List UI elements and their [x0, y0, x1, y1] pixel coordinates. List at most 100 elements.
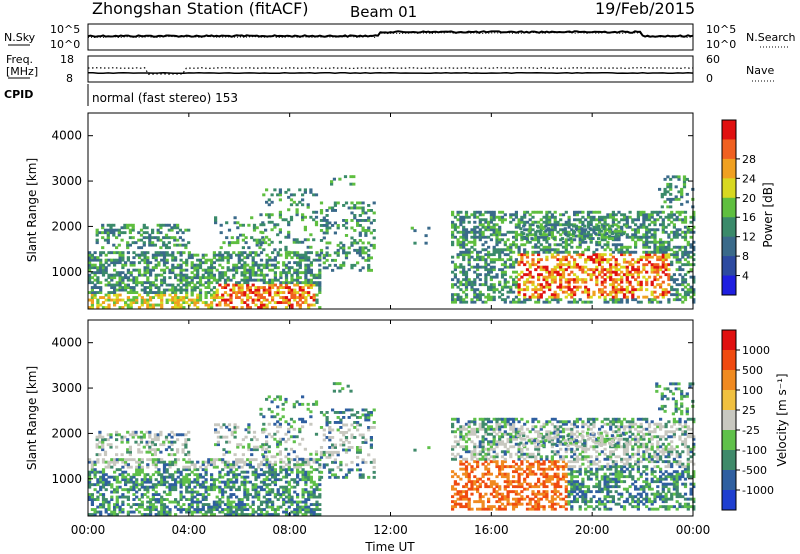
- heatmap-cell: [229, 470, 233, 474]
- heatmap-cell: [171, 283, 175, 287]
- heatmap-cell: [235, 266, 239, 270]
- heatmap-cell: [96, 490, 100, 494]
- heatmap-cell: [325, 411, 329, 414]
- heatmap-cell: [598, 273, 602, 277]
- heatmap-cell: [683, 215, 688, 219]
- heatmap-cell: [548, 285, 552, 289]
- heatmap-cell: [196, 483, 200, 487]
- heatmap-cell: [331, 209, 335, 212]
- heatmap-cell: [307, 293, 311, 297]
- heatmap-cell: [126, 473, 130, 477]
- heatmap-cell: [109, 445, 113, 449]
- heatmap-cell: [196, 266, 200, 270]
- heatmap-cell: [318, 458, 322, 462]
- heatmap-cell: [232, 463, 236, 467]
- heatmap-cell: [258, 246, 262, 250]
- heatmap-cell: [99, 296, 103, 299]
- heatmap-cell: [611, 288, 615, 292]
- heatmap-cell: [584, 240, 588, 244]
- heatmap-cell: [581, 278, 585, 282]
- heatmap-cell: [218, 303, 222, 307]
- heatmap-cell: [134, 241, 138, 245]
- heatmap-cell: [165, 475, 169, 479]
- heatmap-cell: [149, 508, 153, 511]
- heatmap-cell: [656, 218, 660, 222]
- heatmap-cell: [276, 508, 280, 511]
- heatmap-cell: [176, 306, 180, 309]
- heatmap-cell: [251, 266, 255, 270]
- heatmap-cell: [625, 215, 629, 219]
- heatmap-cell: [620, 250, 624, 254]
- heatmap-cell: [143, 475, 147, 479]
- heatmap-cell: [156, 438, 160, 442]
- heatmap-cell: [564, 220, 568, 224]
- heatmap-cell: [107, 291, 111, 294]
- heatmap-cell: [284, 301, 289, 304]
- heatmap-cell: [661, 290, 665, 294]
- heatmap-cell: [622, 260, 627, 264]
- heatmap-cell: [187, 458, 191, 462]
- heatmap-cell: [196, 468, 200, 472]
- heatmap-cell: [319, 239, 324, 242]
- heatmap-cell: [289, 198, 294, 202]
- heatmap-cell: [318, 495, 322, 499]
- heatmap-cell: [548, 245, 552, 249]
- heatmap-cell: [295, 203, 299, 207]
- heatmap-cell: [135, 503, 139, 506]
- heatmap-cell: [487, 293, 491, 297]
- heatmap-cell: [622, 273, 627, 277]
- heatmap-cell: [537, 295, 541, 299]
- heatmap-cell: [115, 433, 119, 437]
- heatmap-cell: [176, 500, 180, 504]
- heatmap-cell: [126, 458, 130, 462]
- heatmap-cell: [503, 218, 507, 222]
- heatmap-cell: [184, 453, 188, 457]
- heatmap-cell: [484, 265, 488, 269]
- heatmap-cell: [259, 223, 263, 227]
- heatmap-cell: [115, 513, 119, 516]
- heatmap-cell: [276, 430, 280, 434]
- heatmap-cell: [636, 295, 640, 299]
- heatmap-cell: [278, 395, 282, 399]
- heatmap-cell: [267, 407, 271, 411]
- heatmap-cell: [333, 201, 337, 205]
- heatmap-cell: [151, 440, 155, 444]
- heatmap-cell: [459, 425, 463, 429]
- heatmap-cell: [489, 298, 493, 302]
- heatmap-cell: [347, 416, 351, 419]
- heatmap-cell: [522, 224, 526, 228]
- heatmap-cell: [350, 413, 354, 417]
- heatmap-cell: [113, 298, 117, 302]
- heatmap-cell: [201, 485, 205, 489]
- heatmap-cell: [545, 210, 549, 214]
- heatmap-cell: [525, 240, 530, 244]
- heatmap-cell: [473, 258, 477, 262]
- heatmap-cell: [322, 428, 326, 432]
- heatmap-cell: [296, 263, 300, 267]
- heatmap-cell: [246, 283, 250, 287]
- heatmap-cell: [304, 273, 308, 277]
- heatmap-cell: [287, 452, 291, 456]
- heatmap-cell: [137, 306, 142, 309]
- heatmap-cell: [113, 503, 117, 506]
- heatmap-cell: [500, 250, 505, 254]
- heatmap-cell: [101, 448, 105, 452]
- heatmap-cell: [296, 271, 300, 275]
- freq-left-tick-bottom: 8: [66, 72, 73, 85]
- heatmap-cell: [287, 498, 291, 501]
- heatmap-cell: [182, 495, 186, 499]
- heatmap-cell: [230, 433, 234, 437]
- heatmap-cell: [250, 216, 254, 220]
- heatmap-cell: [240, 498, 244, 501]
- heatmap-cell: [456, 218, 460, 222]
- heatmap-cell: [661, 263, 665, 267]
- heatmap-cell: [254, 278, 258, 282]
- heatmap-cell: [678, 218, 682, 222]
- heatmap-cell: [262, 238, 266, 242]
- heatmap-cell: [675, 283, 679, 287]
- heatmap-cell: [90, 493, 94, 496]
- heatmap-cell: [512, 240, 516, 244]
- heatmap-cell: [246, 503, 250, 506]
- heatmap-cell: [603, 253, 607, 257]
- heatmap-cell: [129, 288, 133, 292]
